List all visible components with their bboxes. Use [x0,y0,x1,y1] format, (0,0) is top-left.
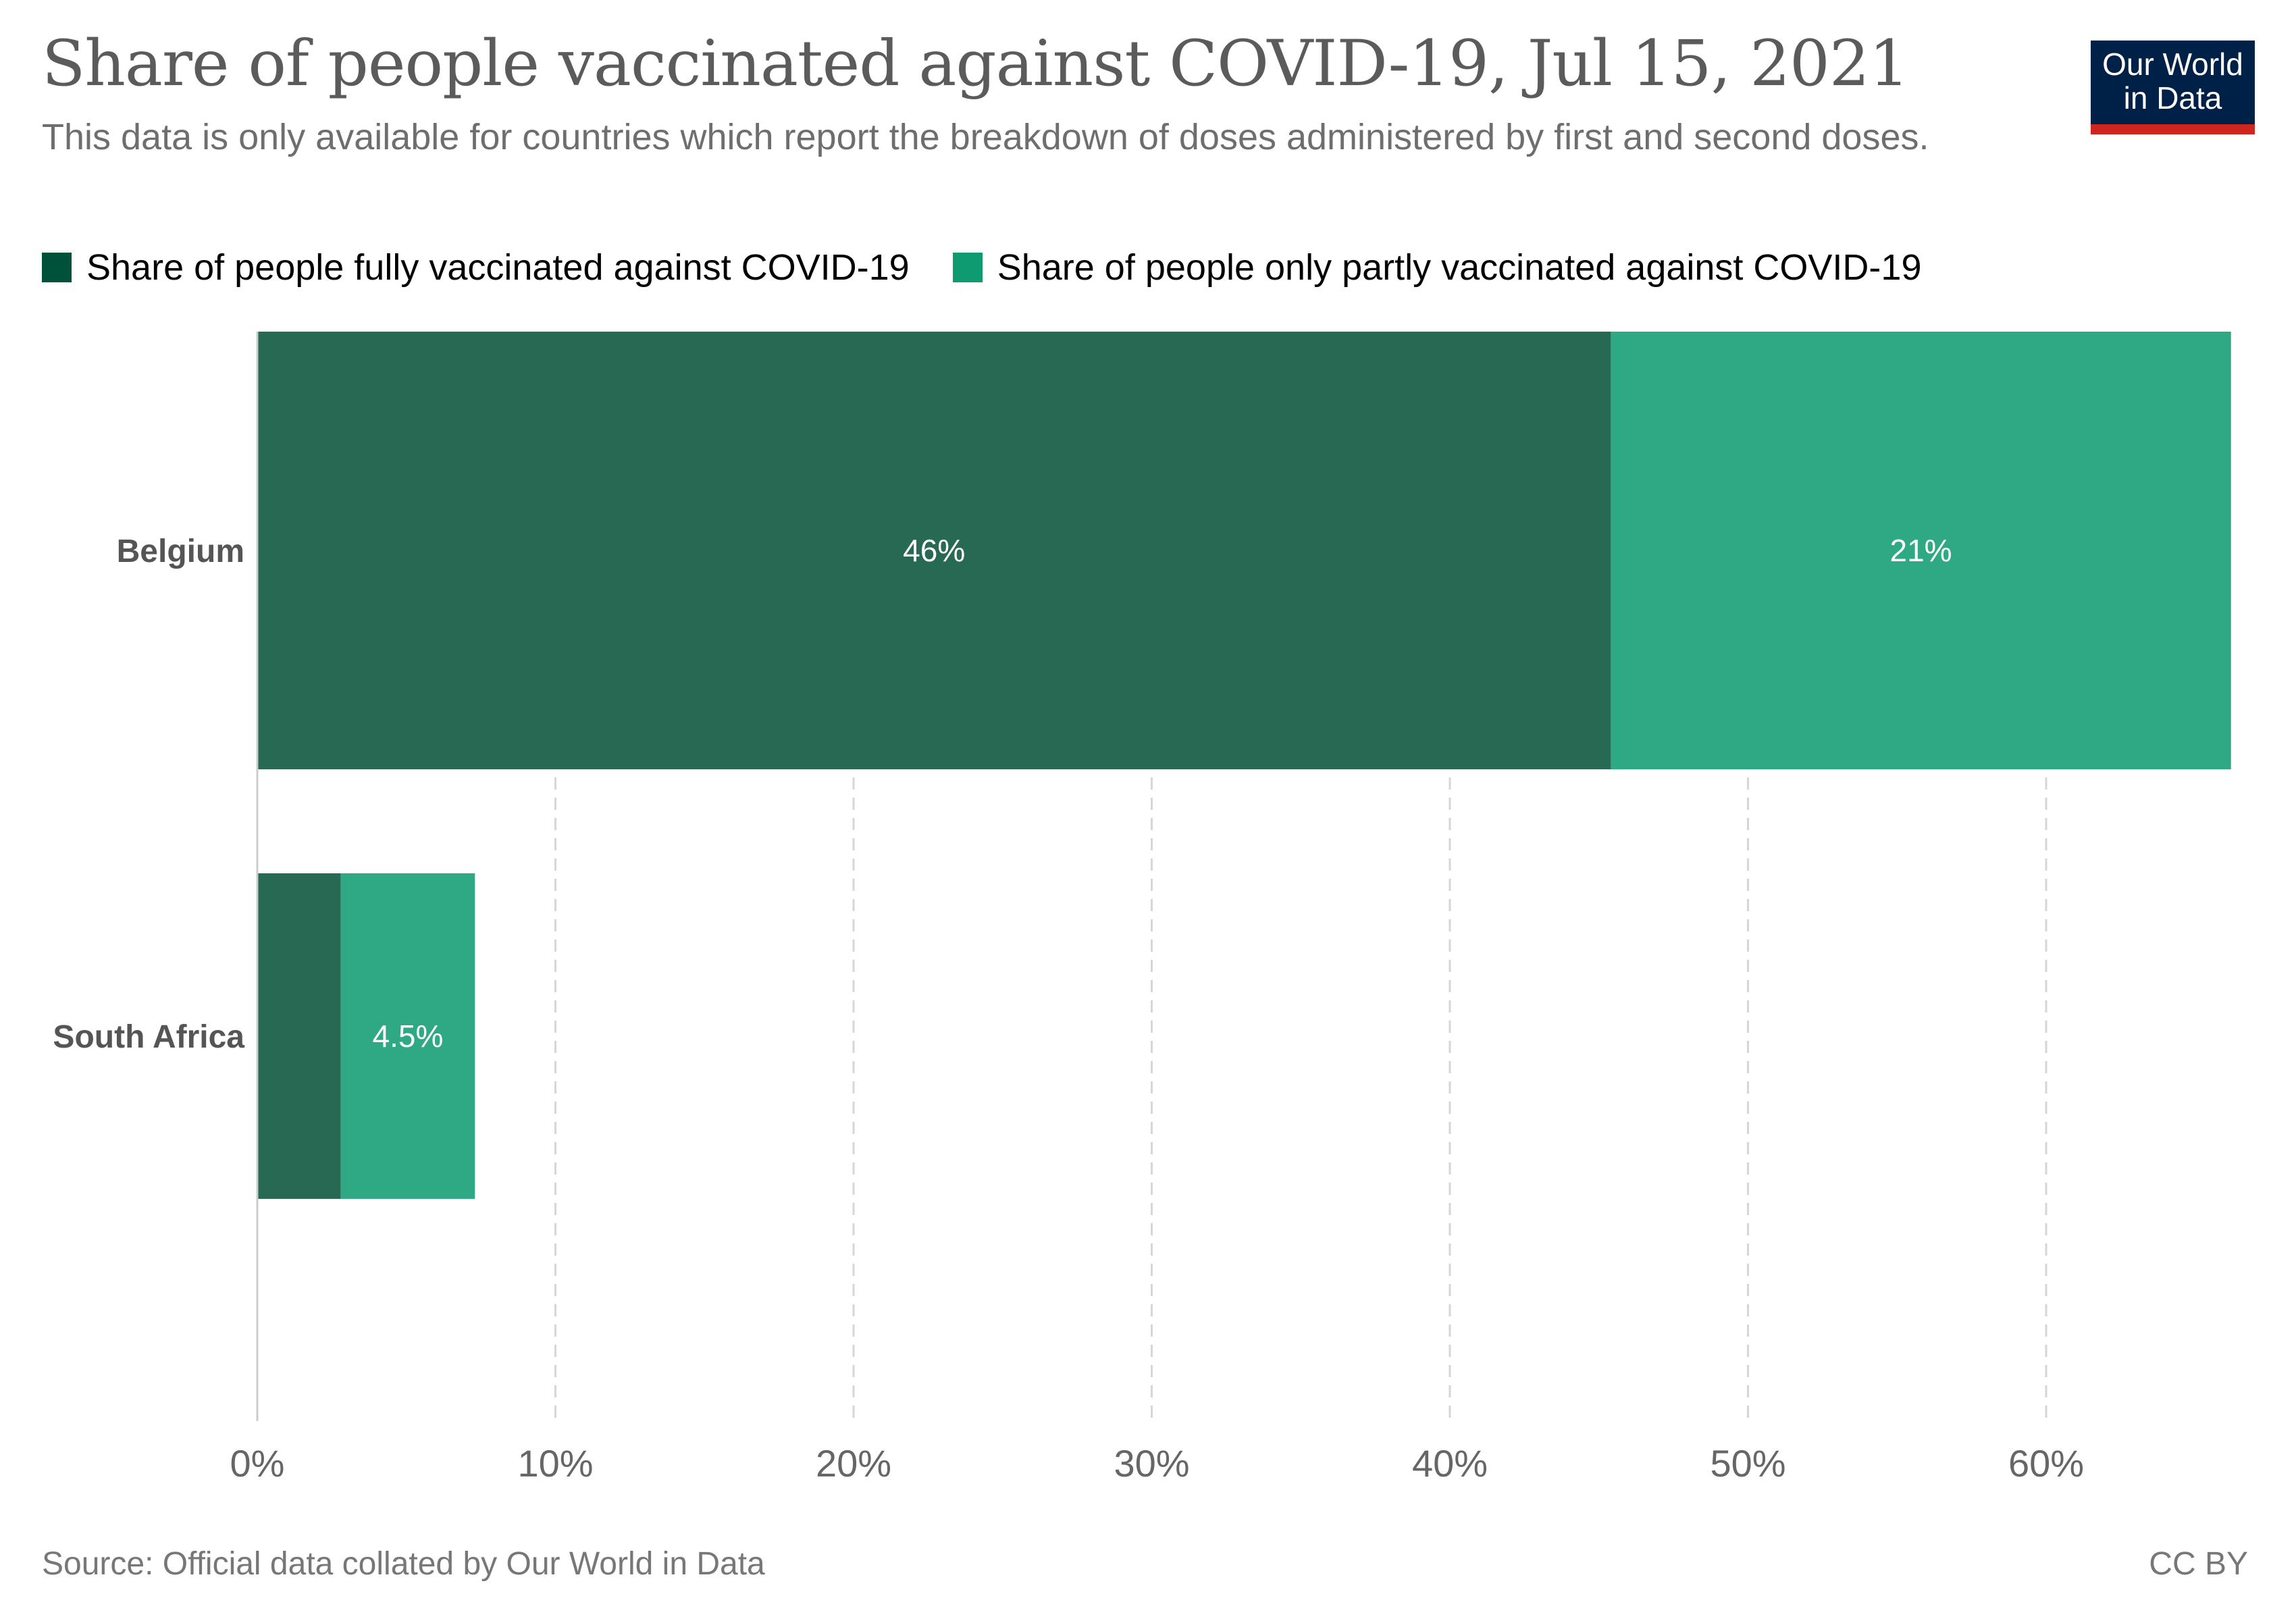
bar-south-africa-fully[interactable] [257,873,341,1199]
bar-value-label: 46% [903,533,965,568]
bar-south-africa-partly[interactable] [340,873,475,1199]
source-note[interactable]: Source: Official data collated by Our Wo… [42,1546,765,1582]
bar-labels: 46% 21% 4.5% [373,533,1952,1054]
logo-text: Our World in Data [2091,47,2255,115]
bar-value-label: 21% [1890,533,1952,568]
x-tick-label: 50% [1710,1442,1785,1485]
x-tick-label: 0% [230,1442,285,1485]
x-tick-label: 40% [1412,1442,1488,1485]
bar-belgium-fully[interactable] [257,332,1611,769]
bar-belgium-partly[interactable] [1611,332,2231,769]
logo-line-2: in Data [2123,80,2222,115]
owid-logo[interactable]: Our World in Data [2091,41,2255,134]
bar-value-label: 4.5% [373,1019,444,1054]
logo-line-1: Our World [2102,47,2243,82]
x-tick-label: 30% [1114,1442,1189,1485]
legend: Share of people fully vaccinated against… [42,247,1964,288]
category-label: South Africa [53,1019,244,1055]
legend-swatch-fully [42,253,72,282]
category-labels: Belgium South Africa [53,534,244,1055]
x-tick-label: 20% [816,1442,891,1485]
legend-label-fully: Share of people fully vaccinated against… [86,247,910,288]
legend-item-partly[interactable]: Share of people only partly vaccinated a… [952,247,1922,288]
category-label: Belgium [117,534,244,569]
legend-item-fully[interactable]: Share of people fully vaccinated against… [42,247,910,288]
legend-swatch-partly [952,253,983,282]
x-tick-label: 60% [2008,1442,2084,1485]
bars [257,332,2231,1199]
x-tick-label: 10% [517,1442,593,1485]
chart-subtitle: This data is only available for countrie… [42,117,1929,157]
legend-label-partly: Share of people only partly vaccinated a… [997,247,1922,288]
chart-title: Share of people vaccinated against COVID… [42,27,1909,101]
license-link[interactable]: CC BY [2149,1546,2248,1582]
x-tick-labels: 0% 10% 20% 30% 40% 50% 60% [230,1442,2085,1485]
logo-stripe [2091,124,2255,134]
